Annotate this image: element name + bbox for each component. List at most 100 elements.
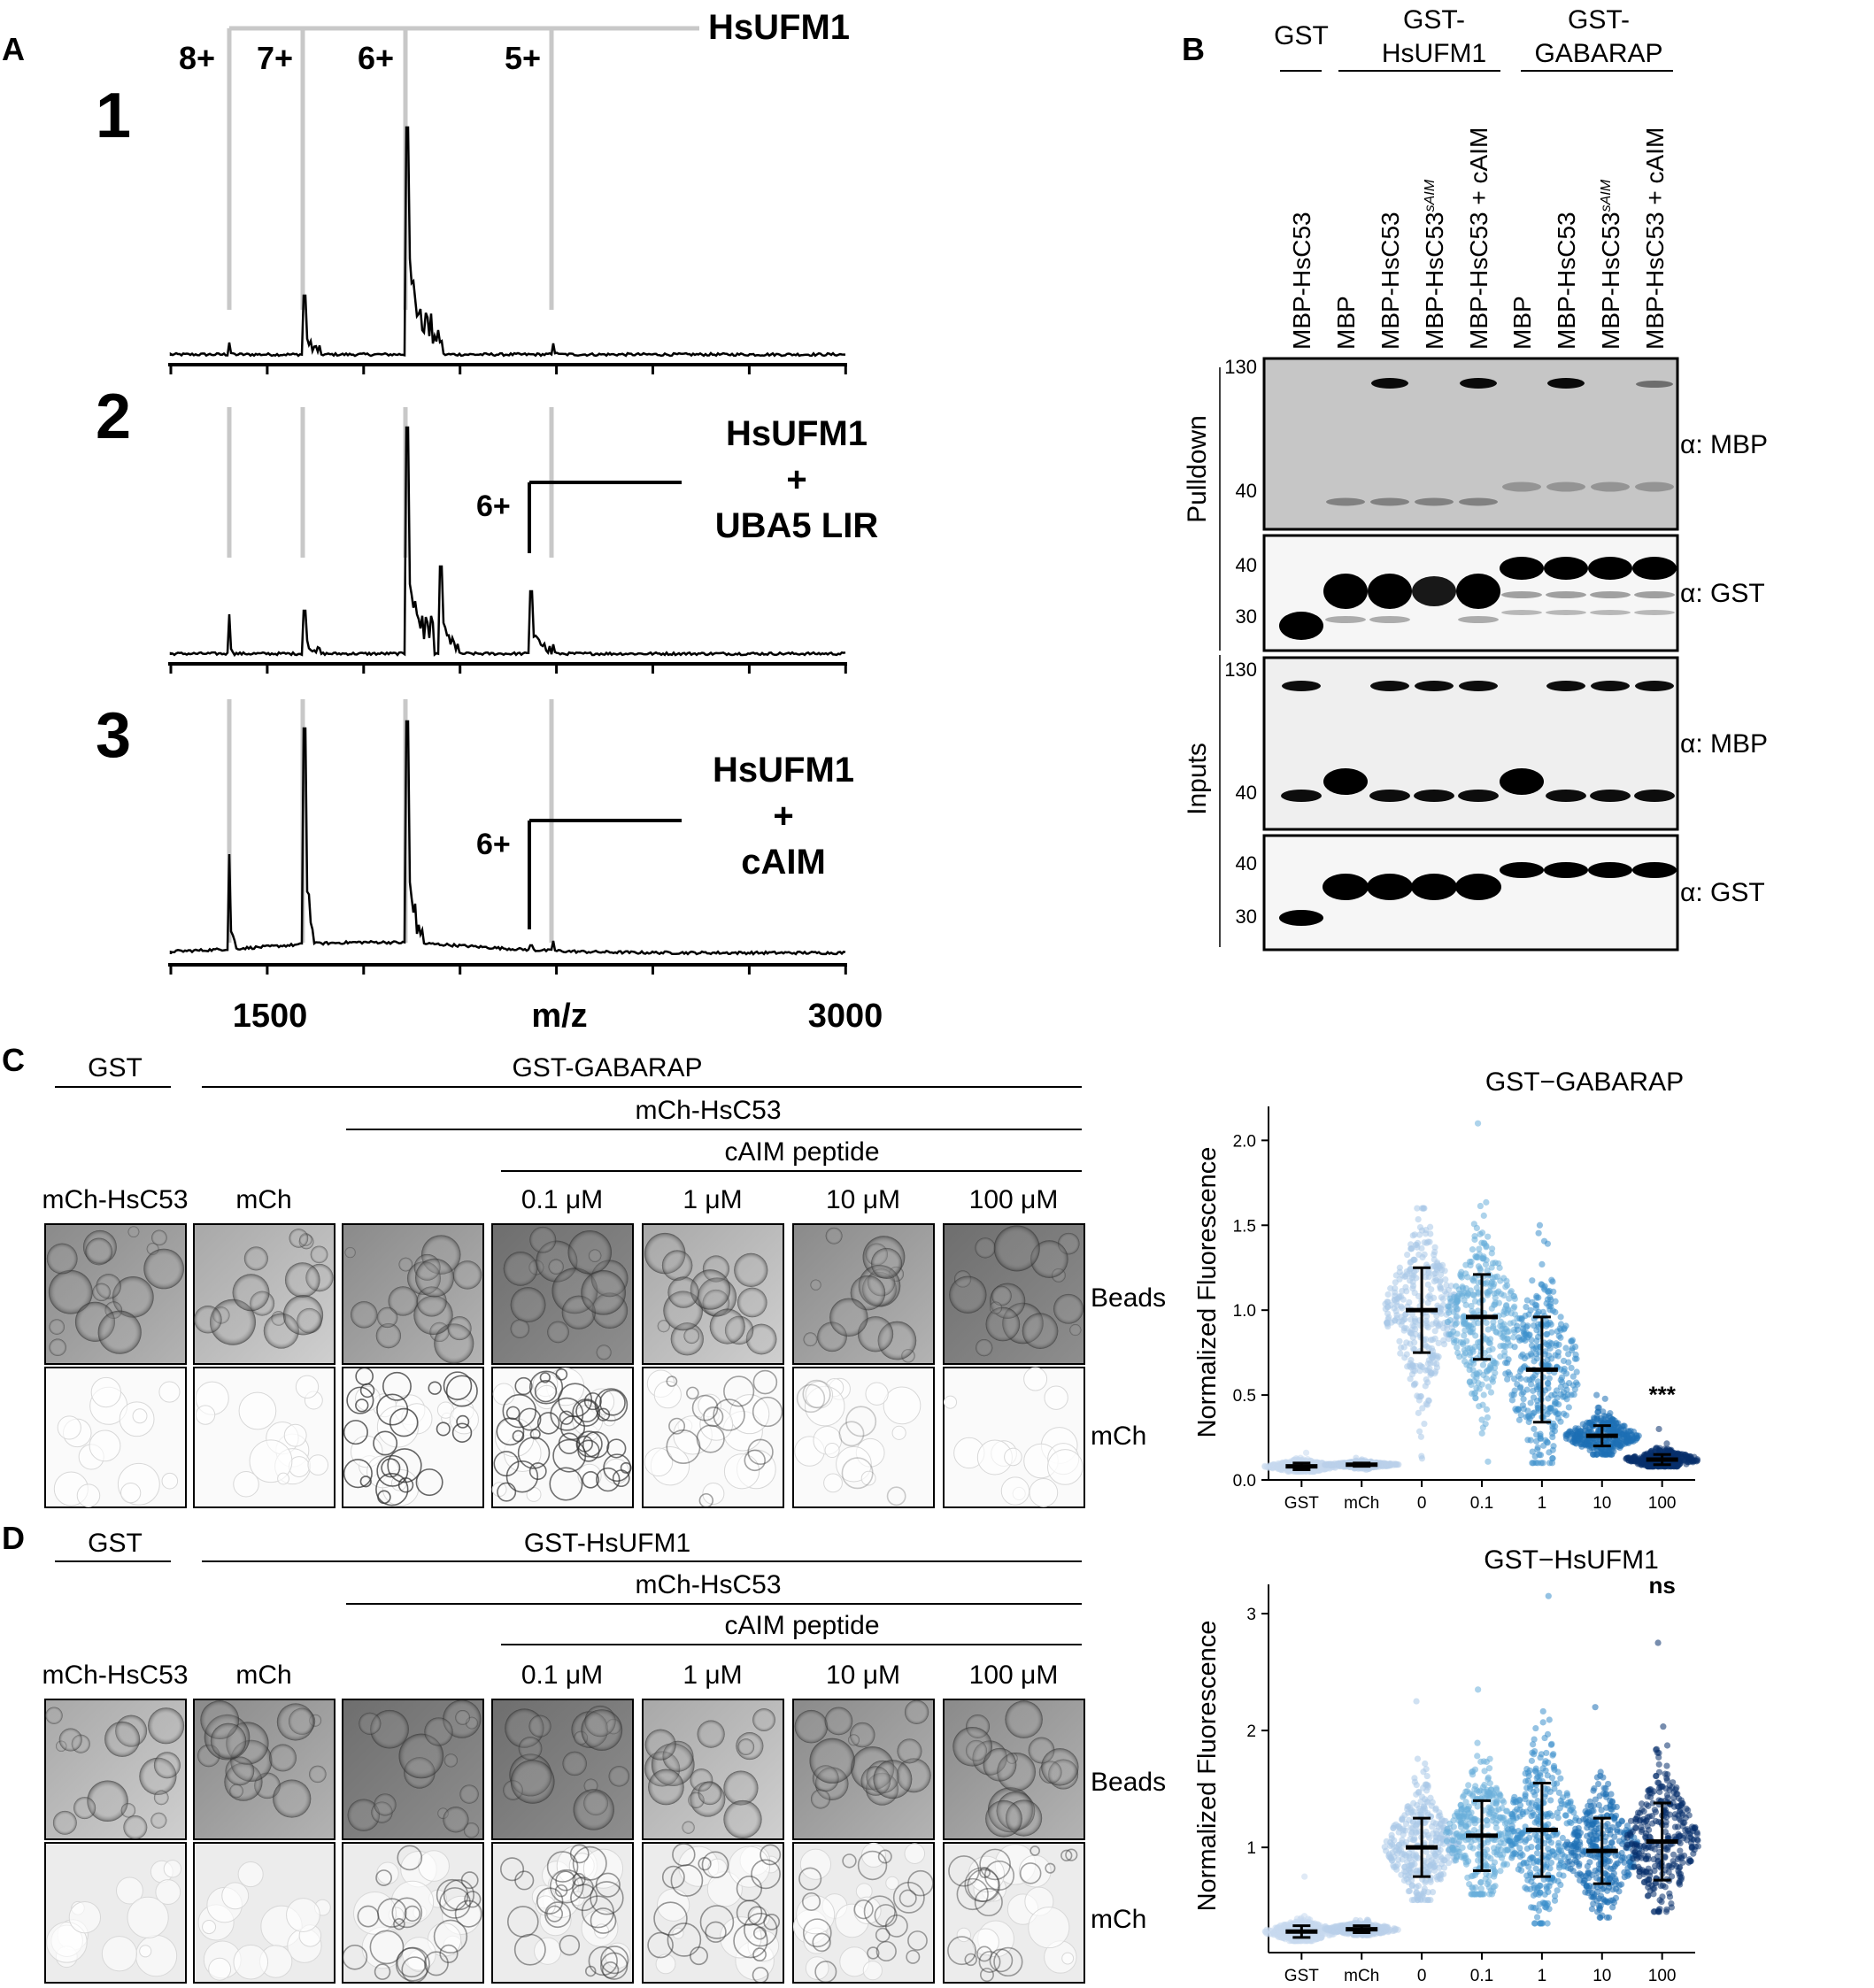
- data-point: [1426, 1365, 1433, 1372]
- data-point: [1542, 1791, 1549, 1798]
- data-point: [1528, 1799, 1536, 1807]
- data-point: [1569, 1373, 1577, 1380]
- data-point: [1398, 1303, 1405, 1310]
- panel-letter-c: C: [2, 1042, 25, 1078]
- data-point: [1520, 1859, 1528, 1866]
- data-point: [1541, 1734, 1548, 1742]
- data-point: [1554, 1887, 1561, 1894]
- data-point: [1560, 1389, 1568, 1396]
- bead: [985, 1799, 1022, 1838]
- fluorescent-ring: [544, 1901, 571, 1929]
- fluorescent-ring: [907, 1930, 928, 1951]
- data-point: [1443, 1829, 1450, 1836]
- y-tick-label: 3: [1246, 1606, 1256, 1624]
- fluorescent-ring: [752, 1967, 769, 1984]
- ms-spectrum-trace: [169, 126, 845, 358]
- data-point: [1437, 1278, 1444, 1285]
- data-point: [1418, 1227, 1426, 1234]
- data-point: [1517, 1352, 1525, 1360]
- fluorescent-ring: [590, 1881, 624, 1915]
- fluorescent-ring: [763, 1913, 781, 1930]
- data-point: [1411, 1775, 1418, 1782]
- data-point: [1535, 1229, 1542, 1237]
- data-point: [1547, 1797, 1554, 1804]
- fluorescent-ring: [842, 1853, 857, 1869]
- bead: [810, 1279, 821, 1291]
- data-point: [1480, 1788, 1487, 1795]
- bead: [209, 1298, 256, 1345]
- x-tick-label: 100: [1648, 1494, 1677, 1513]
- data-point: [1422, 1336, 1430, 1343]
- bead-outline: [796, 1895, 836, 1935]
- bead: [459, 1784, 479, 1804]
- blot-band: [1590, 790, 1631, 802]
- data-point: [1546, 1716, 1553, 1723]
- data-point: [1523, 1845, 1531, 1853]
- data-point: [1423, 1401, 1431, 1408]
- bead: [284, 1262, 320, 1298]
- d-header-peptide: cAIM peptide: [724, 1611, 879, 1640]
- data-point: [1523, 1303, 1530, 1311]
- data-point: [1470, 1372, 1477, 1379]
- data-point: [1568, 1807, 1575, 1814]
- fluorescent-ring: [528, 1462, 547, 1481]
- data-point: [1562, 1345, 1569, 1352]
- bead: [510, 1287, 546, 1323]
- fluorescent-ring: [559, 1934, 581, 1956]
- data-point: [1526, 1785, 1534, 1792]
- fluorescent-ring: [558, 1432, 581, 1455]
- blot-band: [1544, 557, 1588, 580]
- blot-band: [1415, 497, 1454, 506]
- blot-band: [1591, 681, 1630, 691]
- data-point: [1398, 1321, 1405, 1329]
- data-point: [1504, 1375, 1511, 1383]
- data-point: [1411, 1381, 1418, 1388]
- bead: [661, 1250, 693, 1281]
- blot-band: [1323, 874, 1369, 900]
- data-point: [1426, 1862, 1434, 1869]
- fluorescent-ring: [594, 1388, 629, 1422]
- data-point: [1608, 1451, 1616, 1458]
- bead: [697, 1720, 725, 1748]
- bead: [112, 1275, 154, 1318]
- data-point: [1481, 1768, 1488, 1775]
- data-point: [1554, 1809, 1561, 1816]
- data-point: [1497, 1815, 1504, 1822]
- fluorescent-ring: [802, 1918, 832, 1948]
- chart-hsufm1: GST−HsUFM1 Normalized Fluorescence 123GS…: [1193, 1545, 1701, 1985]
- data-point: [1410, 1896, 1418, 1904]
- data-point: [1556, 1325, 1563, 1332]
- data-point: [1396, 1264, 1403, 1271]
- bead: [443, 1807, 469, 1833]
- fluorescent-ring: [539, 1372, 551, 1383]
- data-point: [1404, 1251, 1411, 1259]
- bead: [415, 1258, 454, 1298]
- data-point: [1392, 1289, 1399, 1296]
- blot-band: [1458, 616, 1499, 623]
- group-header-hsufm1-1: GST-: [1403, 5, 1465, 35]
- data-point: [1543, 1322, 1550, 1329]
- fluorescent-ring: [534, 1380, 558, 1403]
- c-row-beads: Beads: [1091, 1283, 1166, 1313]
- data-point: [1388, 1835, 1395, 1842]
- blot-band: [1590, 591, 1631, 598]
- data-point: [1485, 1233, 1492, 1240]
- data-point: [1491, 1364, 1499, 1371]
- data-point: [1488, 1245, 1496, 1252]
- bead-outline: [353, 1891, 397, 1935]
- bead: [123, 1815, 148, 1839]
- data-point: [1409, 1285, 1416, 1292]
- charge-6: 6+: [358, 40, 394, 76]
- data-point: [1592, 1437, 1600, 1445]
- bead: [648, 1768, 684, 1806]
- data-point: [1530, 1741, 1537, 1748]
- data-point: [1430, 1819, 1437, 1826]
- data-point: [1524, 1777, 1531, 1784]
- bead-outline: [249, 1439, 293, 1483]
- data-point: [1476, 1245, 1483, 1252]
- lane-superscript: sAIM: [1599, 179, 1614, 212]
- fluorescent-ring: [377, 1898, 407, 1928]
- data-point: [1390, 1824, 1397, 1831]
- bead-outline: [860, 1842, 886, 1868]
- blot-band: [1588, 862, 1632, 878]
